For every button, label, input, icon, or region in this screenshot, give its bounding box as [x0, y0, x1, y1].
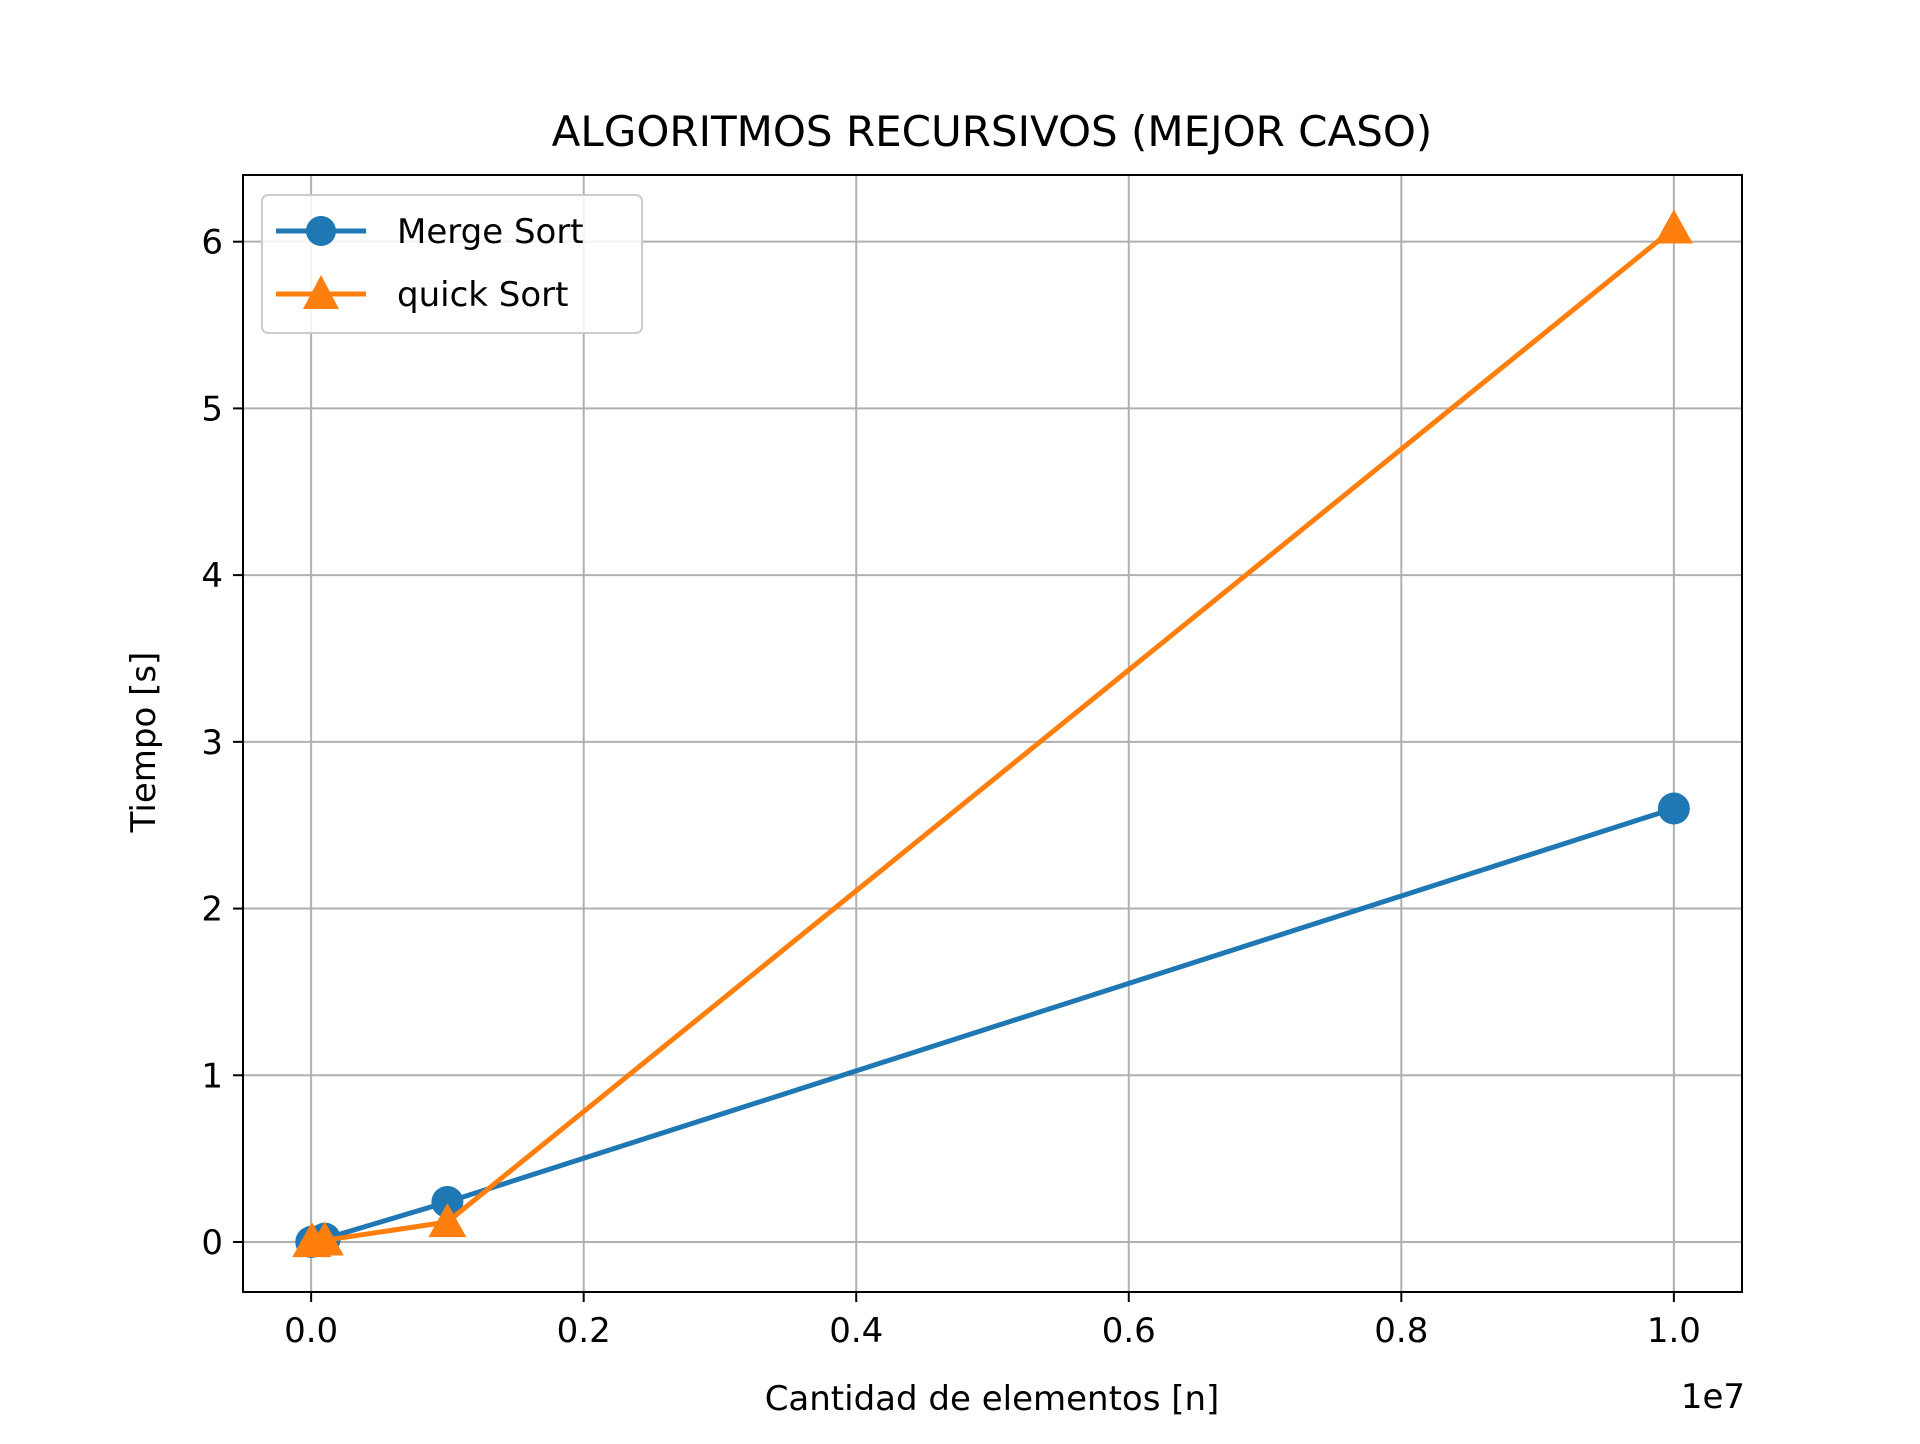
legend-merge-sort-label: Merge Sort — [397, 212, 584, 252]
data-point-quick-sort — [1654, 209, 1693, 244]
axis-ticks: 0.0 0.2 0.4 0.6 0.8 1.0 0 1 2 3 4 5 6 — [201, 223, 1701, 1351]
grid-lines — [243, 175, 1742, 1292]
legend-entry-merge-sort: Merge Sort — [276, 212, 584, 252]
data-point-merge-sort — [1657, 792, 1690, 825]
y-axis-label: Tiempo [s] — [124, 652, 164, 834]
chart-title: ALGORITMOS RECURSIVOS (MEJOR CASO) — [552, 107, 1433, 156]
legend-quick-sort-label: quick Sort — [397, 275, 568, 315]
y-tick-label: 4 — [201, 556, 223, 596]
data-point-quick-sort — [428, 1202, 467, 1238]
data-point-merge-sort — [431, 1185, 464, 1218]
y-tick-label: 2 — [201, 890, 223, 930]
x-axis-label: Cantidad de elementos [n] — [765, 1379, 1220, 1419]
y-tick-label: 5 — [201, 389, 223, 429]
legend-entry-quick-sort: quick Sort — [276, 275, 568, 315]
plot-area-frame — [242, 174, 1743, 1293]
legend-quick-sort-marker — [303, 275, 339, 309]
y-tick-label: 0 — [201, 1223, 223, 1263]
x-tick-label: 0.8 — [1374, 1311, 1428, 1351]
x-tick-label: 0.6 — [1102, 1311, 1156, 1351]
x-tick-label: 0.0 — [284, 1311, 338, 1351]
x-tick-label: 0.4 — [829, 1311, 883, 1351]
legend: Merge Sort quick Sort — [261, 194, 643, 334]
x-tick-label: 0.2 — [557, 1311, 611, 1351]
data-point-quick-sort — [305, 1221, 344, 1256]
series-layer — [292, 209, 1693, 1258]
x-tick-label: 1.0 — [1647, 1311, 1701, 1351]
y-tick-label: 1 — [201, 1056, 223, 1096]
series-quick-sort — [292, 209, 1693, 1258]
y-tick-label: 6 — [201, 223, 223, 263]
y-tick-label: 3 — [201, 723, 223, 763]
legend-merge-sort-marker — [306, 216, 336, 246]
x-axis-offset-label: 1e7 — [1681, 1377, 1745, 1417]
